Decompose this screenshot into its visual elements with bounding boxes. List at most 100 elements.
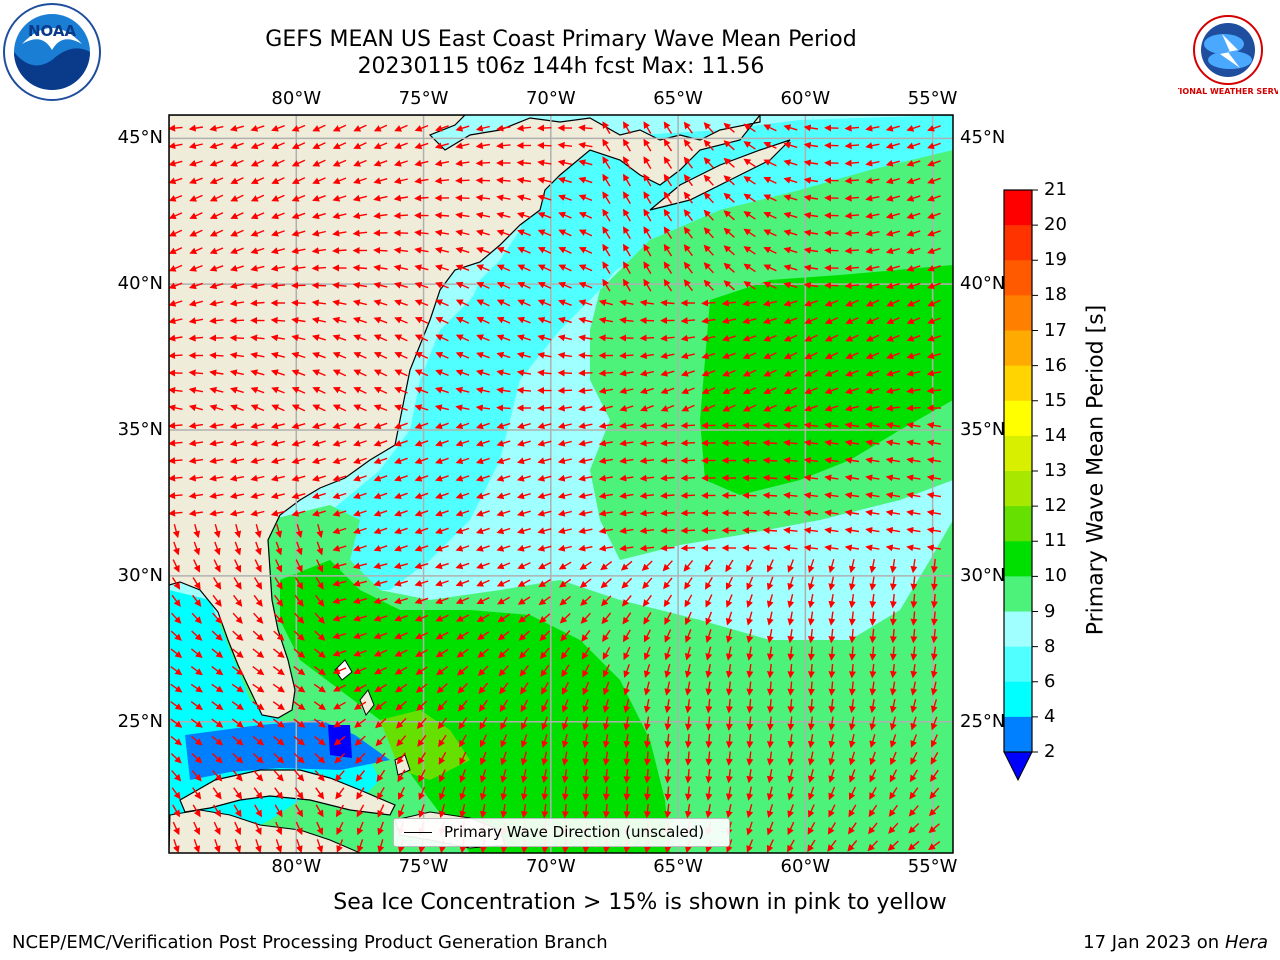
wave-arrow xyxy=(723,140,735,151)
colorbar-segment-5 xyxy=(1004,365,1032,402)
wave-arrow xyxy=(763,159,777,167)
wave-arrow xyxy=(373,264,388,272)
wave-arrow xyxy=(578,281,593,289)
wave-arrow xyxy=(455,299,470,307)
wave-arrow xyxy=(373,422,388,430)
sea-ice-caption: Sea Ice Concentration > 15% is shown in … xyxy=(333,890,947,915)
wave-arrow xyxy=(701,299,716,307)
wave-arrow xyxy=(332,177,347,185)
wave-arrow xyxy=(680,422,696,430)
wave-arrow xyxy=(885,159,900,167)
wave-arrow xyxy=(622,156,631,169)
wave-arrow xyxy=(804,334,818,342)
wave-arrow xyxy=(762,456,778,464)
wave-arrow xyxy=(332,229,347,237)
bahamas-land xyxy=(334,659,353,681)
wave-arrow xyxy=(414,264,429,272)
wave-arrow xyxy=(660,492,675,500)
wave-arrow xyxy=(926,491,942,499)
wave-arrow xyxy=(169,509,183,517)
wave-arrow xyxy=(496,369,511,377)
wave-arrow xyxy=(602,243,611,257)
wave-arrow xyxy=(558,194,572,201)
wave-arrow xyxy=(291,492,306,500)
wave-arrow xyxy=(803,264,819,272)
wave-arrow xyxy=(742,352,757,360)
wave-arrow xyxy=(435,281,449,289)
colorbar-segment-0 xyxy=(1004,190,1032,226)
wave-arrow xyxy=(496,299,511,307)
wave-arrow xyxy=(311,281,327,289)
wave-arrow xyxy=(557,387,573,395)
wave-arrow xyxy=(886,299,900,307)
wave-arrow xyxy=(537,509,552,517)
wave-arrow xyxy=(517,264,531,272)
lon-tick-bottom-4: 60°W xyxy=(780,856,831,877)
wave-arrow xyxy=(250,404,265,412)
wave-arrow xyxy=(742,317,757,325)
wave-arrow xyxy=(189,264,203,272)
wave-arrow xyxy=(602,191,611,204)
wave-arrow xyxy=(701,370,716,377)
wave-arrow xyxy=(394,351,408,359)
wave-arrow xyxy=(271,212,285,220)
wave-arrow xyxy=(270,369,285,377)
wave-arrow xyxy=(455,159,470,167)
wave-arrow xyxy=(619,387,634,395)
wave-arrow xyxy=(516,509,531,517)
wave-arrow xyxy=(291,334,306,342)
wave-arrow xyxy=(373,510,388,517)
wave-arrow xyxy=(291,194,306,202)
lon-tick-bottom-0: 80°W xyxy=(271,856,322,877)
wave-arrow xyxy=(743,228,756,238)
footer-machine: Hera xyxy=(1224,932,1268,953)
wave-arrow xyxy=(169,124,183,132)
wave-arrow xyxy=(578,509,593,517)
lat-tick-right-4: 25°N xyxy=(960,710,1006,732)
wave-arrow xyxy=(622,173,631,187)
wave-arrow xyxy=(663,226,673,239)
wave-arrow xyxy=(455,194,470,202)
wave-arrow xyxy=(169,194,183,202)
wave-arrow xyxy=(578,299,593,307)
wave-arrow xyxy=(537,176,552,184)
wave-arrow xyxy=(311,439,326,447)
colorbar-segment-8 xyxy=(1004,471,1032,507)
wave-arrow xyxy=(373,334,388,342)
wave-arrow xyxy=(803,491,818,499)
wave-arrow xyxy=(622,278,631,292)
wave-arrow xyxy=(209,317,224,325)
wave-arrow xyxy=(332,351,347,359)
wave-arrow xyxy=(598,474,614,482)
wave-arrow xyxy=(602,138,611,152)
wave-arrow xyxy=(394,475,408,482)
wave-arrow xyxy=(414,440,429,447)
wave-arrow xyxy=(476,299,490,307)
wave-arrow xyxy=(316,524,324,539)
wave-arrow xyxy=(865,474,880,482)
wave-arrow xyxy=(783,124,798,132)
wave-arrow xyxy=(622,191,631,204)
colorbar-segment-2 xyxy=(1004,260,1032,296)
wave-arrow xyxy=(723,192,735,203)
wave-arrow xyxy=(783,141,798,149)
wave-arrow xyxy=(496,194,511,202)
wave-arrow xyxy=(906,421,921,429)
wave-arrow xyxy=(169,229,183,237)
wave-arrow xyxy=(844,439,860,447)
wave-arrow xyxy=(824,369,839,377)
wave-arrow xyxy=(332,457,347,465)
wave-arrow xyxy=(619,492,634,500)
wave-arrow xyxy=(885,526,901,534)
wave-arrow xyxy=(885,404,900,412)
wave-arrow xyxy=(373,440,388,447)
wave-arrow xyxy=(639,439,655,447)
wave-arrow xyxy=(844,247,860,255)
wave-arrow xyxy=(742,526,757,534)
wave-arrow xyxy=(783,264,798,272)
wave-arrow xyxy=(824,334,839,342)
wave-arrow xyxy=(845,299,859,307)
bahamas-islands xyxy=(359,689,375,716)
wave-arrow xyxy=(619,369,634,377)
wave-arrow xyxy=(722,352,736,360)
